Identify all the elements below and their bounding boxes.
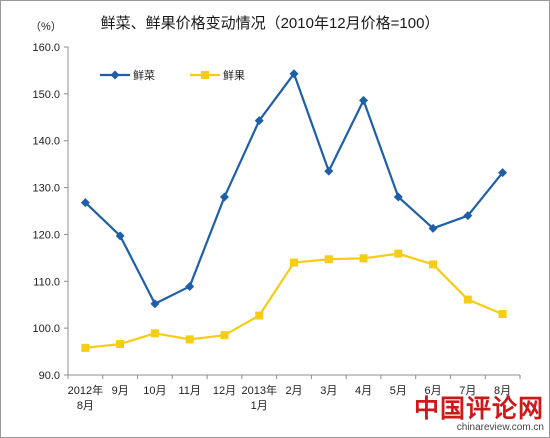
series-point-square [463, 295, 472, 304]
series-point-diamond [115, 231, 125, 241]
x-tick-label: 10月 [143, 385, 166, 397]
series-point-square [150, 329, 159, 338]
series-line-1 [84, 72, 504, 305]
y-tick-label: 110.0 [33, 276, 60, 288]
series-point-square [359, 254, 368, 263]
x-tick-label: 2013年 [241, 383, 276, 397]
series-point-square [324, 255, 333, 264]
series-point-diamond [359, 95, 369, 105]
series-point-square [185, 335, 194, 344]
x-tick-label: 6月 [425, 385, 442, 397]
y-tick-label: 90.0 [39, 370, 60, 382]
y-tick-label: 120.0 [32, 229, 60, 241]
x-tick-label: 8月 [77, 400, 94, 412]
series-point-diamond [289, 69, 299, 79]
series-point-diamond [219, 192, 229, 202]
x-tick-label: 1月 [251, 400, 268, 412]
x-tick-label: 11月 [178, 385, 200, 397]
series-point-square [394, 249, 403, 258]
watermark-brand: 中国评论网 [413, 394, 544, 423]
y-tick-label: 150.0 [32, 89, 60, 101]
x-tick-label: 3月 [320, 385, 337, 397]
series-point-square [81, 343, 90, 352]
series-point-diamond [393, 192, 403, 202]
y-tick-label: 160.0 [32, 42, 60, 54]
series-point-square [429, 260, 438, 269]
y-tick-label: 100.0 [32, 323, 60, 335]
series-point-square [255, 311, 264, 320]
legend-marker-square [201, 71, 209, 79]
legend-label-1: 鲜菜 [133, 68, 155, 82]
series-line-2 [85, 252, 504, 349]
chart-title: 鲜菜、鲜果价格变动情况（2010年12月价格=100） [101, 15, 440, 32]
x-tick-label: 4月 [355, 385, 372, 397]
series-point-diamond [463, 211, 473, 221]
series-point-diamond [428, 223, 438, 233]
watermark-url: chinareview.com.cn [456, 422, 544, 433]
legend-label-2: 鲜果 [223, 68, 245, 82]
x-tick-label: 2012年 [68, 383, 103, 397]
x-tick-label: 12月 [213, 385, 236, 397]
y-tick-label: 140.0 [32, 136, 60, 148]
x-tick-label: 7月 [459, 385, 476, 397]
y-tick-label: 130.0 [32, 183, 60, 195]
x-tick-label: 8月 [494, 385, 511, 397]
x-tick-label: 9月 [112, 385, 129, 397]
series-point-square [498, 310, 507, 319]
watermark-logo: 中国评论网 chinareview.com.cn [414, 396, 544, 434]
y-axis-unit: （%） [30, 20, 62, 33]
x-tick-label: 2月 [285, 385, 302, 397]
series-point-diamond [498, 168, 508, 178]
series-point-square [116, 340, 125, 349]
series-point-diamond [254, 116, 264, 126]
x-tick-label: 5月 [390, 385, 407, 397]
series-point-diamond [185, 281, 195, 291]
series-point-square [290, 258, 298, 267]
series-point-diamond [324, 166, 334, 176]
series-point-diamond [80, 198, 90, 208]
legend-marker-diamond [110, 70, 120, 80]
series-point-diamond [150, 299, 160, 309]
series-point-square [220, 331, 229, 340]
